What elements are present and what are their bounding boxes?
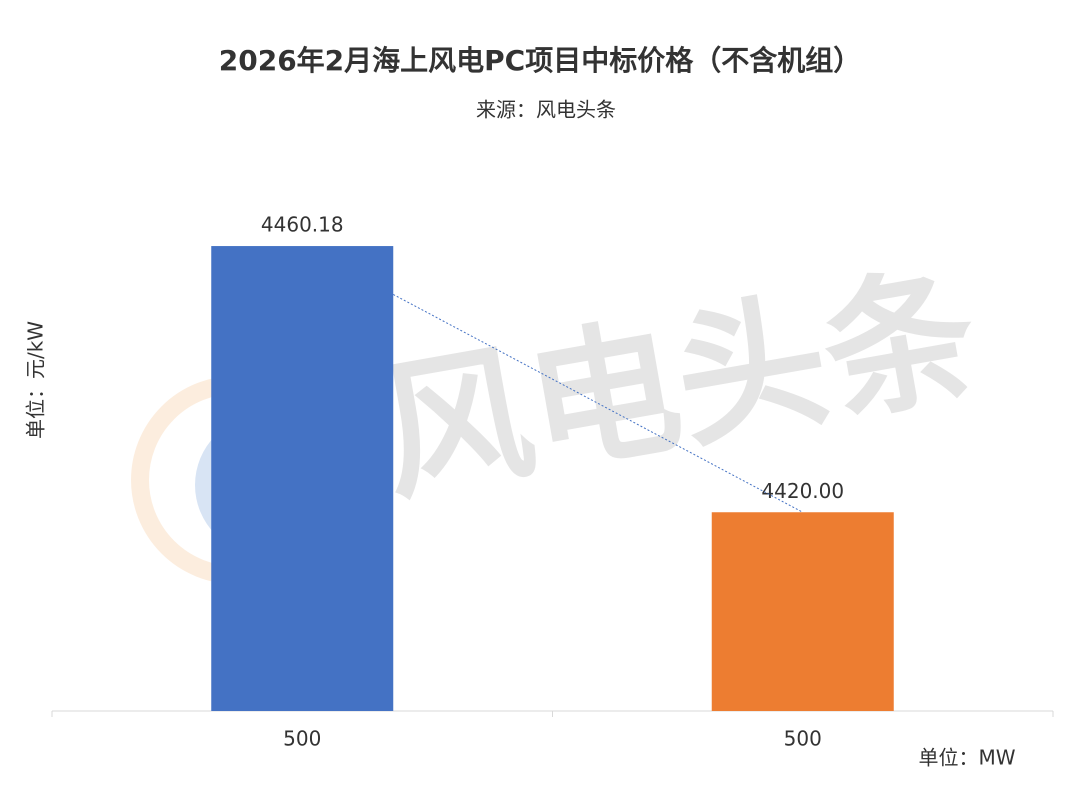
bar [211, 246, 394, 711]
trendline [393, 294, 803, 513]
bar [711, 512, 894, 711]
x-tick-label: 500 [283, 727, 321, 751]
y-axis-label: 单位：元/kW [24, 321, 48, 439]
value-label: 4420.00 [761, 479, 844, 503]
subtitle: 来源：风电头条 [476, 98, 616, 122]
x-tick-label: 500 [784, 727, 822, 751]
x-axis-label: 单位：MW [918, 746, 1015, 770]
value-label: 4460.18 [261, 213, 344, 237]
chart-title: 2026年2月海上风电PC项目中标价格（不含机组） [219, 44, 862, 77]
